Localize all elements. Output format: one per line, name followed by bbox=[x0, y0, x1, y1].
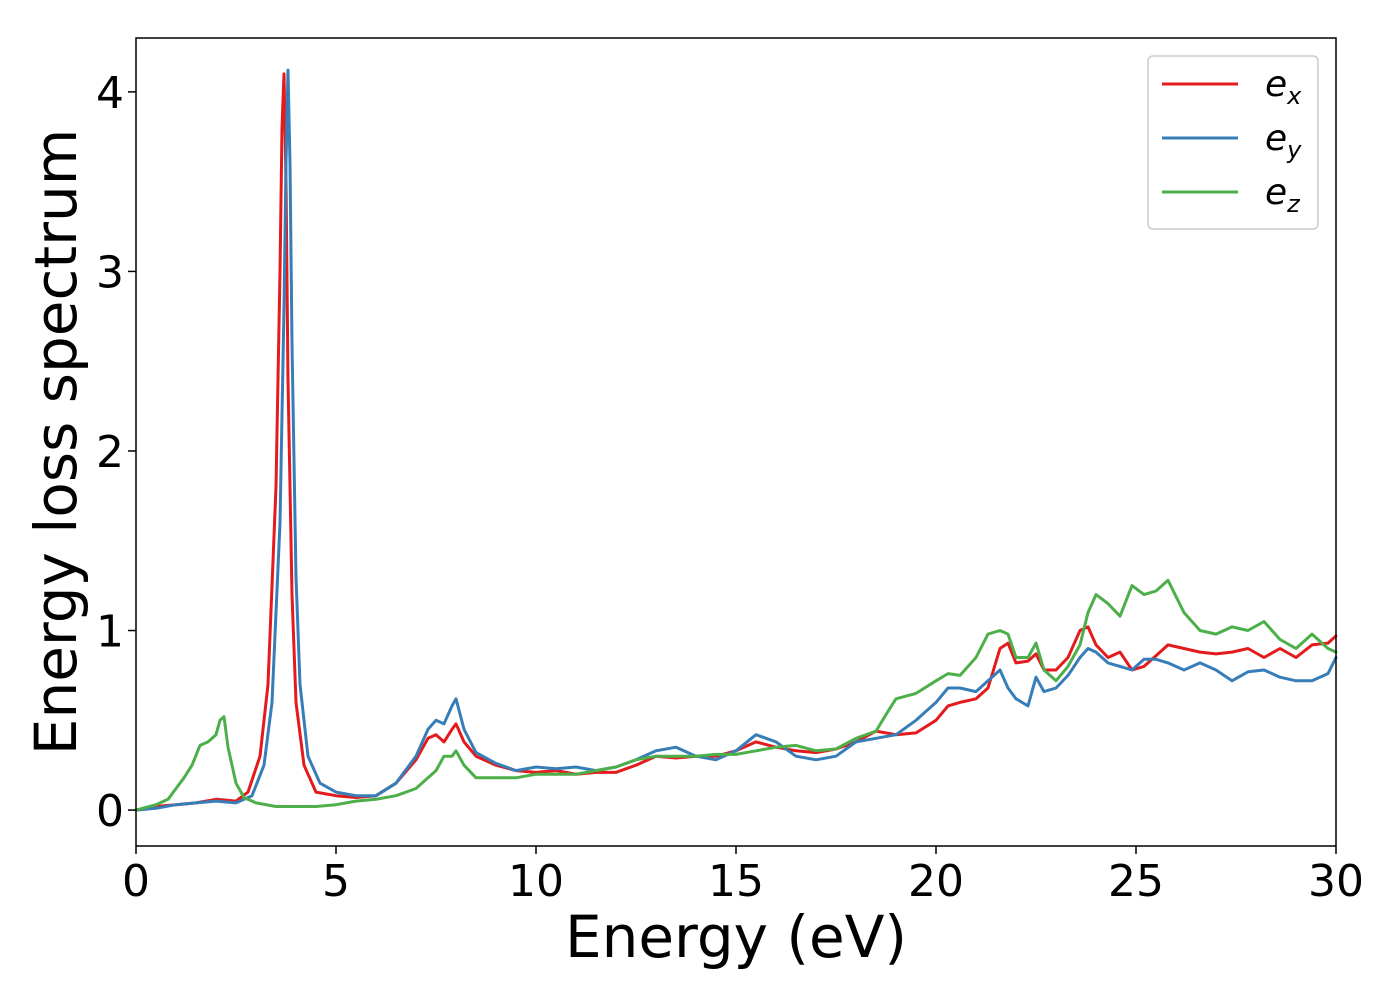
x-axis: 0 5 10 15 20 25 30 bbox=[122, 846, 1364, 907]
legend-label-subscript: x bbox=[1286, 82, 1302, 110]
y-tick-label: 4 bbox=[96, 68, 124, 119]
x-tick-label: 15 bbox=[708, 856, 764, 907]
x-axis-title: Energy (eV) bbox=[565, 903, 907, 971]
y-tick-label: 3 bbox=[96, 247, 124, 298]
x-tick-label: 10 bbox=[508, 856, 564, 907]
legend-frame bbox=[1147, 55, 1319, 230]
x-tick-label: 20 bbox=[908, 856, 964, 907]
legend-label-subscript: z bbox=[1286, 190, 1301, 218]
x-tick-label: 25 bbox=[1108, 856, 1164, 907]
y-axis-title: Energy loss spectrum bbox=[22, 129, 90, 755]
plot-background bbox=[136, 38, 1336, 846]
series-line-e-z bbox=[134, 578, 1338, 812]
x-tick-label: 30 bbox=[1308, 856, 1364, 907]
y-tick-label: 2 bbox=[96, 427, 124, 478]
y-tick-label: 1 bbox=[96, 607, 124, 658]
y-axis: 0 1 2 3 4 bbox=[96, 68, 136, 837]
legend-label-subscript: y bbox=[1286, 136, 1302, 164]
y-tick-label: 0 bbox=[96, 786, 124, 837]
series-layer bbox=[134, 68, 1338, 812]
x-tick-label: 0 bbox=[122, 856, 150, 907]
x-tick-label: 5 bbox=[322, 856, 350, 907]
